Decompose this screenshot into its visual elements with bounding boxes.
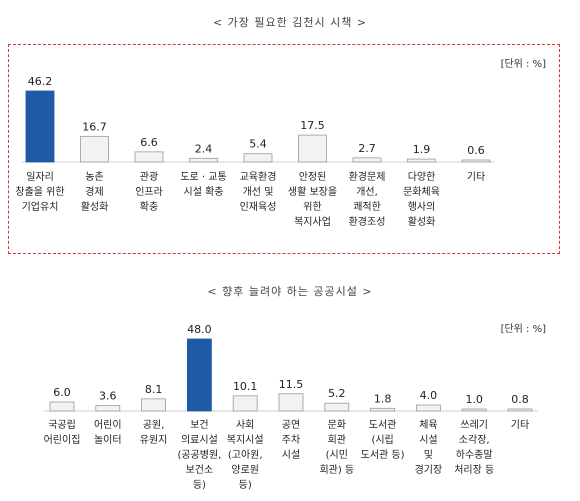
chart1-value-label-5: 17.5 [300,119,325,132]
chart1-bar-8 [461,159,491,163]
chart2-value-label-1: 3.6 [99,390,117,403]
chart1-value-label-3: 2.4 [195,142,213,155]
chart1-value-label-2: 6.6 [140,136,158,149]
chart1-bar-6 [352,157,382,163]
chart1-bar-0 [25,90,55,163]
chart1-value-label-6: 2.7 [358,142,376,155]
chart2-category-label-1: 어린이 놀이터 [93,420,122,446]
chart2-bar-1 [95,405,121,412]
chart2-value-label-3: 48.0 [187,323,212,336]
chart2-value-label-0: 6.0 [53,386,71,399]
chart1-frame [8,44,560,254]
chart1-category-label-6: 환경문제 개선, 쾌적한 환경조성 [348,172,386,228]
chart1-category-label-1: 농촌 경제 활성화 [80,172,109,213]
chart1-category-label-4: 교육환경 개선 및 인재육성 [239,172,277,213]
chart2-category-label-3: 보건 의료시설 (공공병원, 보건소 등) [177,420,222,491]
chart2-value-label-2: 8.1 [145,383,163,396]
chart2-bar-4 [232,395,258,412]
chart2-bar-2 [141,398,167,412]
chart1-category-label-5: 안정된 생활 보장을 위한 복지사업 [287,172,338,228]
chart1-category-label-3: 도로 · 교통 시설 확충 [180,172,227,198]
chart2-bar-8 [415,404,441,412]
chart2-value-label-4: 10.1 [233,380,258,393]
chart2-value-label-8: 4.0 [420,389,438,402]
chart1-bar-3 [189,157,218,163]
chart1-category-label-8: 기타 [466,172,486,183]
chart1-bar-5 [298,134,327,163]
chart2-bar-9 [461,408,487,412]
chart1-value-label-4: 5.4 [249,138,267,151]
chart1-bar-4 [243,153,273,163]
chart1-category-label-2: 관광 인프라 확충 [135,172,163,213]
chart2-unit-label: [단위 : %] [500,324,546,335]
chart1-bar-2 [134,151,164,163]
chart2-category-label-5: 공연 주차 시설 [281,420,301,461]
chart2-category-label-7: 도서관 (시립 도서관 등) [360,420,405,461]
chart2-value-label-10: 0.8 [511,393,529,406]
chart1-unit-label: [단위 : %] [500,59,546,70]
chart1-value-label-1: 16.7 [82,120,107,133]
chart2-category-label-4: 사회 복지시설 (고아원, 양로원 등) [226,420,264,491]
chart1-title: < 가장 필요한 김천시 시책 > [212,16,368,29]
chart2-category-label-8: 체육 시설 및 경기장 [414,420,443,476]
chart2-value-label-6: 5.2 [328,387,346,400]
chart1-value-label-0: 46.2 [28,75,53,88]
chart2-bar-3 [186,338,212,412]
chart2-bar-5 [278,393,304,412]
chart2-bar-0 [49,401,75,412]
chart1-bar-7 [407,158,436,163]
chart2-value-label-5: 11.5 [279,378,304,391]
chart2-value-label-7: 1.8 [374,392,392,405]
chart1-value-label-8: 0.6 [467,144,485,157]
chart1-category-label-7: 다양한 문화체육 행사의 활성화 [403,172,440,228]
chart2-category-label-6: 문화 회관 (시민 회관) 등 [319,420,355,476]
chart2-category-label-2: 공원, 유원지 [139,420,168,446]
chart2-value-label-9: 1.0 [465,393,483,406]
chart2-bar-7 [370,407,396,412]
chart2-bar-10 [507,408,533,412]
chart1-value-label-7: 1.9 [413,143,431,156]
chart1-category-label-0: 일자리 창출을 위한 기업유치 [15,172,65,213]
chart2-category-label-0: 국공립 어린이집 [43,420,81,446]
chart2-title: < 향후 늘려야 하는 공공시설 > [207,285,373,298]
chart2-category-label-10: 기타 [510,420,530,431]
chart1-bar-1 [80,135,109,163]
chart2-bar-6 [324,402,350,412]
chart2-category-label-9: 쓰레기 소각장, 하수종말 처리장 등 [454,420,495,476]
